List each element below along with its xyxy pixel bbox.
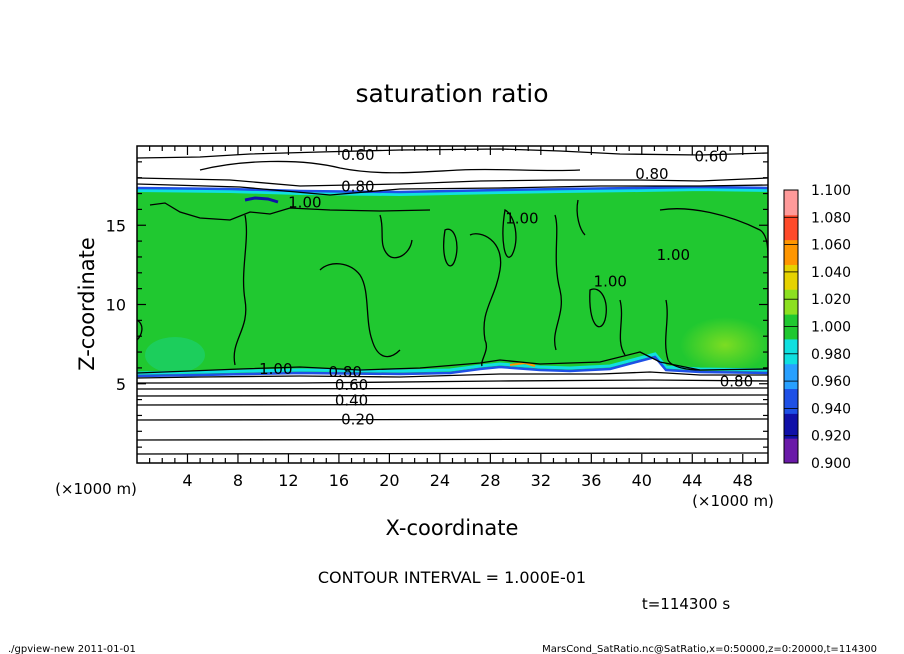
colorbar-label: 1.100 [811,183,851,199]
contour-label: 1.00 [657,246,690,264]
colorbar: 0.900 0.920 0.940 0.960 0.980 1.000 1.020 1.040… [783,183,851,472]
colorbar-segment [784,239,798,265]
contour-label: 1.00 [288,193,321,211]
colorbar-label: 1.080 [811,210,851,226]
x-tick-label: 44 [682,471,702,490]
x-unit-label: (×1000 m) [692,492,774,510]
x-tick-label: 28 [480,471,500,490]
x-tick-label: 20 [379,471,399,490]
contour-label: 0.60 [335,376,368,394]
top-edge-blue [137,185,768,194]
contour-label: 1.00 [594,273,627,291]
colorbar-label: 1.040 [811,265,851,281]
x-axis-label: X-coordinate [386,516,519,540]
top-edge-darkblue [244,196,279,204]
contour-label: 0.80 [720,373,753,391]
colorbar-segment [784,438,798,464]
y-tick-label: 5 [116,375,126,394]
y-unit-label: (×1000 m) [55,480,137,498]
y-tick-label: 10 [106,296,126,315]
contour-label: 0.60 [341,146,374,164]
chart-title: saturation ratio [355,79,548,108]
contour-label: 0.60 [695,148,728,166]
x-tick-label: 8 [233,471,243,490]
colorbar-segment [784,363,798,390]
footer-right: MarsCond_SatRatio.nc@SatRatio,x=0:50000,… [542,644,877,654]
colorbar-segment [784,413,798,439]
colorbar-label: 1.020 [811,292,851,308]
contour-label: 1.00 [505,209,538,227]
y-axis: 5 10 15 [106,161,768,448]
contour-label: 0.40 [335,392,368,410]
colorbar-label: 0.920 [811,429,851,445]
x-tick-label: 4 [182,471,192,490]
y-axis-label: Z-coordinate [75,237,99,371]
y-tick-label: 15 [106,216,126,235]
colorbar-label: 0.980 [811,347,851,363]
colorbar-segment [784,338,798,365]
colorbar-segment [784,214,798,241]
contour-label: 0.80 [341,178,374,196]
x-tick-label: 12 [278,471,298,490]
colorbar-segment [784,264,798,290]
colorbar-label: 1.000 [811,320,851,336]
subsaturated-patch [145,337,205,373]
x-tick-label: 48 [733,471,753,490]
time-text: t=114300 s [642,595,730,613]
top-edge-cyan [137,186,768,197]
x-tick-label: 16 [329,471,349,490]
contour-labels: 0.60 0.600.800.801.001.001.001.001.00 0.80… [259,146,753,429]
footer-left: ./gpview-new 2011-01-01 [8,644,136,654]
colorbar-label: 0.900 [811,456,851,472]
colorbar-segment [784,289,798,315]
contour-label: 1.00 [259,360,292,378]
colorbar-label: 1.060 [811,238,851,254]
x-tick-label: 36 [581,471,601,490]
colorbar-segment [784,190,798,216]
x-tick-label: 32 [531,471,551,490]
colorbar-label: 0.960 [811,374,851,390]
colorbar-label: 0.940 [811,401,851,417]
bottom-edge-blue [137,355,768,378]
x-tick-label: 40 [632,471,652,490]
saturation-field [137,148,768,455]
colorbar-segment [784,388,798,414]
contour-label: 0.80 [329,363,362,381]
contour-interval-text: CONTOUR INTERVAL = 1.000E-01 [318,568,586,587]
x-axis: 4 8 12 16 20 24 28 32 36 40 44 48 [149,146,756,490]
x-tick-label: 24 [430,471,450,490]
contour-label: 0.80 [635,165,668,183]
contour-label: 0.20 [341,411,374,429]
plot-area: 0.60 0.600.800.801.001.001.001.001.00 0.80… [136,145,769,464]
contour-lines [137,148,768,455]
saturated-region [137,189,768,375]
supersaturated-patch [680,317,768,373]
